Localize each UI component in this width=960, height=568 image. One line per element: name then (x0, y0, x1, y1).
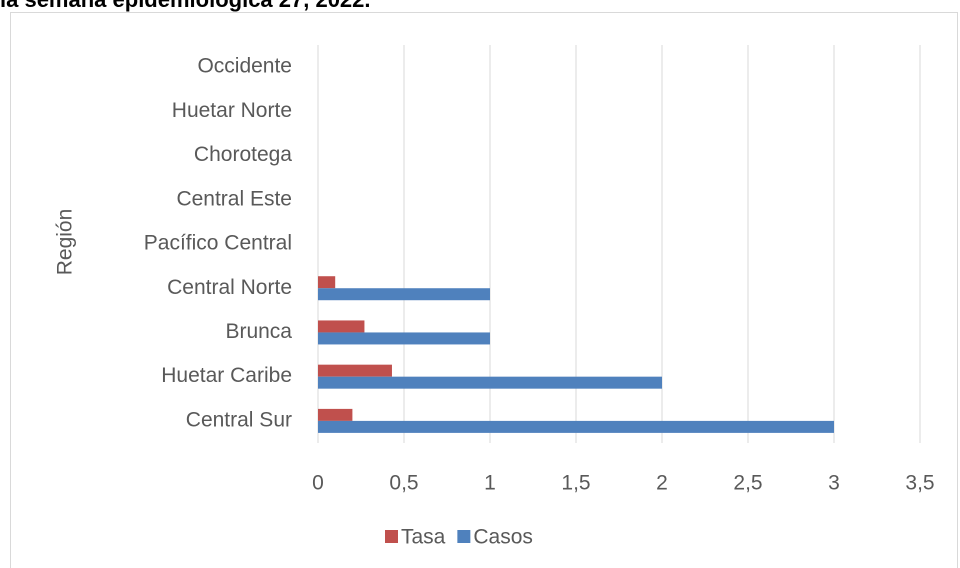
bar (318, 288, 490, 301)
x-tick-label: 2,5 (733, 472, 762, 495)
legend-label: Casos (473, 526, 533, 549)
x-tick-label: 0 (312, 472, 324, 495)
bar (318, 376, 662, 389)
x-tick-label: 0,5 (389, 472, 418, 495)
y-tick-label: Chorotega (194, 143, 292, 166)
x-tick-label: 1,5 (561, 472, 590, 495)
x-tick-label: 3,5 (905, 472, 934, 495)
bar (318, 332, 490, 345)
y-tick-label: Pacífico Central (144, 232, 292, 255)
y-tick-label: Occidente (197, 55, 292, 78)
y-tick-label: Central Este (176, 187, 292, 210)
legend-swatch (385, 530, 398, 543)
x-tick-label: 3 (828, 472, 840, 495)
chart-frame (10, 12, 958, 568)
y-tick-label: Brunca (225, 320, 292, 343)
y-tick-label: Central Norte (167, 276, 292, 299)
y-tick-label: Central Sur (186, 408, 292, 431)
y-tick-label: Huetar Caribe (161, 364, 292, 387)
chart-title: la semana epidemiológica 27, 2022. (0, 0, 371, 12)
bar (318, 408, 353, 421)
y-axis-label: Región (54, 209, 77, 276)
bar (318, 420, 834, 433)
legend-label: Tasa (401, 526, 446, 549)
bar (318, 276, 336, 289)
bar (318, 364, 392, 377)
y-tick-label: Huetar Norte (172, 99, 292, 122)
x-tick-label: 1 (484, 472, 496, 495)
bar (318, 320, 365, 333)
x-tick-label: 2 (656, 472, 668, 495)
legend-swatch (457, 530, 471, 543)
